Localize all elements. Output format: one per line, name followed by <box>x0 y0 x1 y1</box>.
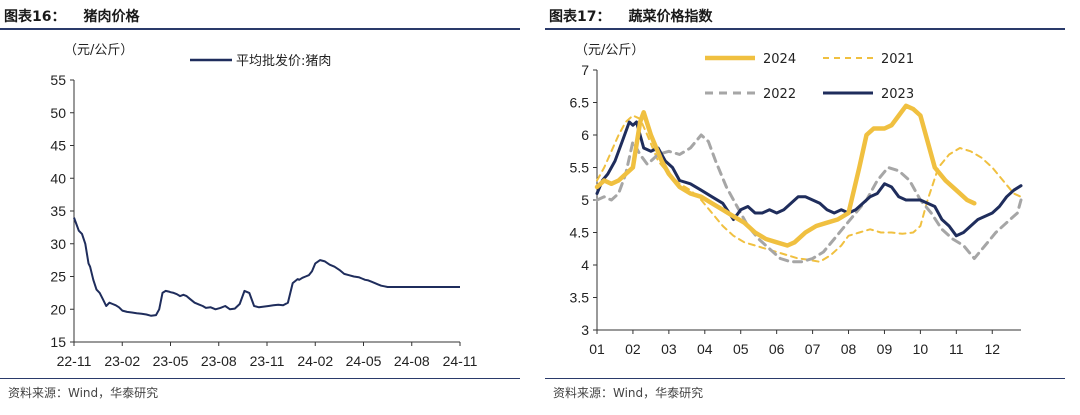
x-tick-label: 07 <box>805 341 821 357</box>
legend-label-2023: 2023 <box>881 87 914 102</box>
x-tick-label: 04 <box>697 341 713 357</box>
x-tick-label: 03 <box>661 341 677 357</box>
x-tick-label: 11 <box>949 341 964 357</box>
x-tick-label: 02 <box>625 341 641 357</box>
x-tick-label: 24-05 <box>346 353 382 369</box>
panel-vegetable-index: 图表17： 蔬菜价格指数 3 3.5 4 4.5 5 5.5 6 6.5 7 01 02 03 04 05 0… <box>545 0 1075 415</box>
y-tick-label: 6.5 <box>570 95 590 111</box>
y-tick-label: 45 <box>50 138 66 154</box>
legend-label: 平均批发价:猪肉 <box>236 53 331 69</box>
y-tick-label: 25 <box>50 269 66 285</box>
series-line-2021 <box>596 114 1022 263</box>
x-tick-label: 01 <box>589 341 605 357</box>
axes: 15 20 25 30 35 40 45 50 55 22-11 23-02 23-05 23-08 23… <box>50 72 477 369</box>
vegetable-index-chart: 3 3.5 4 4.5 5 5.5 6 6.5 7 01 02 03 04 05 06 07 08 09 10 11 1… <box>570 43 1023 357</box>
series-line-2024 <box>594 103 977 248</box>
legend-label-2024: 2024 <box>763 52 796 67</box>
legend: 平均批发价:猪肉 <box>190 53 331 69</box>
series-line-2022 <box>595 133 1023 264</box>
y-tick-label: 15 <box>50 334 66 350</box>
x-tick-label: 09 <box>877 341 893 357</box>
x-tick-label: 10 <box>913 341 929 357</box>
x-tick-label: 23-05 <box>153 353 189 369</box>
y-tick-label: 5.5 <box>570 160 590 176</box>
panel-pork-price: 图表16： 猪肉价格 15 20 25 30 35 40 45 50 55 22-11 23-02 23… <box>0 0 530 415</box>
figure-title: 蔬菜价格指数 <box>628 9 713 25</box>
figure-number: 图表16： <box>4 9 66 25</box>
header-rule <box>0 28 520 30</box>
chart-header: 图表16： 猪肉价格 <box>4 6 139 26</box>
x-tick-label: 08 <box>841 341 857 357</box>
y-tick-label: 4.5 <box>570 225 590 241</box>
x-tick-label: 06 <box>769 341 785 357</box>
source-note: 资料来源：Wind，华泰研究 <box>553 386 704 400</box>
y-tick-label: 30 <box>50 236 66 252</box>
x-tick-label: 24-11 <box>443 353 478 369</box>
y-tick-label: 4 <box>581 257 589 273</box>
y-tick-label: 6 <box>581 127 589 143</box>
footer-rule <box>0 378 520 379</box>
chart-header: 图表17： 蔬菜价格指数 <box>549 6 712 26</box>
y-tick-label: 5 <box>581 192 589 208</box>
y-tick-label: 50 <box>50 105 66 121</box>
legend-label-2021: 2021 <box>881 52 914 67</box>
series-line-2023 <box>595 120 1023 238</box>
x-tick-label: 22-11 <box>57 353 92 369</box>
x-tick-label: 23-08 <box>201 353 237 369</box>
footer-rule <box>545 378 1065 379</box>
y-tick-label: 55 <box>50 72 66 88</box>
source-note: 资料来源：Wind，华泰研究 <box>8 386 159 400</box>
legend-label-2022: 2022 <box>763 87 796 102</box>
x-tick-label: 24-08 <box>394 353 430 369</box>
legend: 2024 2021 2022 2023 <box>705 52 914 102</box>
y-tick-label: 7 <box>581 62 589 78</box>
x-tick-label: 05 <box>733 341 749 357</box>
unit-label: （元/公斤） <box>575 43 644 58</box>
axes: 3 3.5 4 4.5 5 5.5 6 6.5 7 01 02 03 04 05 06 07 08 09 10 11 1… <box>570 62 1021 357</box>
x-tick-label: 23-02 <box>104 353 140 369</box>
y-tick-label: 20 <box>50 301 66 317</box>
y-tick-label: 3.5 <box>570 290 590 306</box>
figure-number: 图表17： <box>549 9 611 25</box>
x-tick-label: 23-11 <box>250 353 285 369</box>
header-rule <box>545 28 1065 30</box>
x-tick-label: 24-02 <box>297 353 333 369</box>
series-line-pork <box>73 217 460 317</box>
figure-title: 猪肉价格 <box>83 9 140 25</box>
y-tick-label: 35 <box>50 203 66 219</box>
unit-label: （元/公斤） <box>64 43 133 58</box>
y-tick-label: 3 <box>581 322 589 338</box>
pork-price-chart: 15 20 25 30 35 40 45 50 55 22-11 23-02 23-05 23-08 23… <box>50 43 477 369</box>
x-tick-label: 12 <box>984 341 1000 357</box>
y-tick-label: 40 <box>50 170 66 186</box>
